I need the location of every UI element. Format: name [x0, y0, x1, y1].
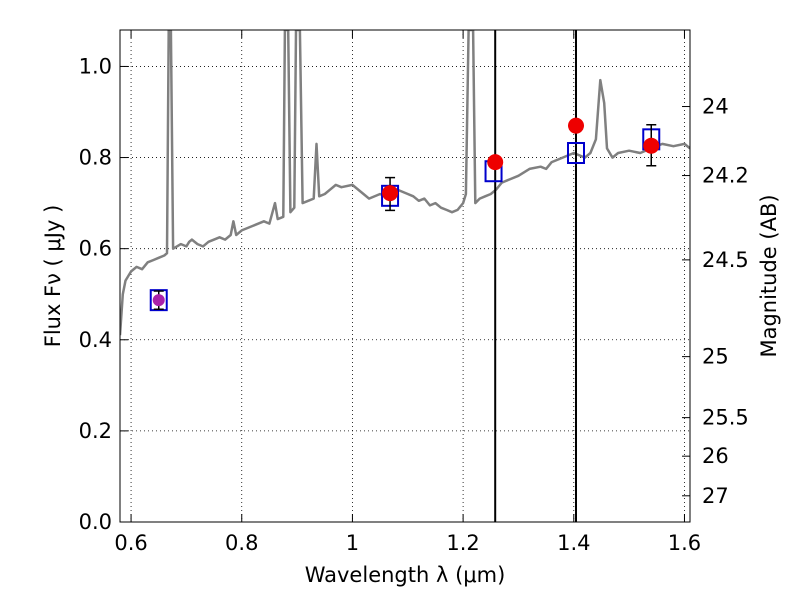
y2-tick-label: 25 — [702, 345, 729, 369]
y-tick-label: 1.0 — [79, 54, 112, 78]
observed-photometry-point — [568, 117, 584, 134]
x-tick-label: 1 — [346, 531, 359, 555]
tick-marks: 0.6 0.8 1 1.2 1.4 1.6 0.0 0.2 0.4 0.6 0.8 1.0 24 24.2… — [79, 30, 749, 555]
x-tick-label: 1.2 — [446, 531, 479, 555]
spectrum-line — [120, 30, 690, 336]
plot-area — [120, 30, 690, 522]
x-tick-label: 0.6 — [114, 531, 147, 555]
observed-photometry-point — [643, 137, 660, 154]
y-axis-label: Flux Fν ( μJy ) — [41, 205, 65, 348]
observed-photometry-point — [152, 294, 165, 307]
x-tick-label: 1.6 — [668, 531, 701, 555]
y2-tick-label: 24.2 — [702, 164, 749, 188]
observed-photometry-point — [487, 154, 504, 171]
y2-tick-label: 24.5 — [702, 248, 749, 272]
observed-photometry-point — [382, 185, 399, 202]
y2-tick-label: 25.5 — [702, 406, 749, 430]
y-tick-label: 0.4 — [79, 328, 112, 352]
y-tick-label: 0.8 — [79, 146, 112, 170]
y-tick-label: 0.6 — [79, 237, 112, 261]
x-tick-label: 1.4 — [557, 531, 590, 555]
y-tick-label: 0.0 — [79, 510, 112, 534]
model-photometry-square — [149, 289, 168, 312]
y2-tick-label: 24 — [702, 95, 729, 119]
x-tick-label: 0.8 — [225, 531, 258, 555]
axes-frame — [119, 29, 691, 523]
y2-tick-label: 26 — [702, 444, 729, 468]
y2-axis-label: Magnitude (AB) — [757, 194, 781, 357]
y2-tick-label: 27 — [702, 484, 729, 508]
model-photometry-square — [567, 142, 585, 164]
y-tick-label: 0.2 — [79, 419, 112, 443]
x-axis-label: Wavelength λ (μm) — [305, 563, 506, 587]
